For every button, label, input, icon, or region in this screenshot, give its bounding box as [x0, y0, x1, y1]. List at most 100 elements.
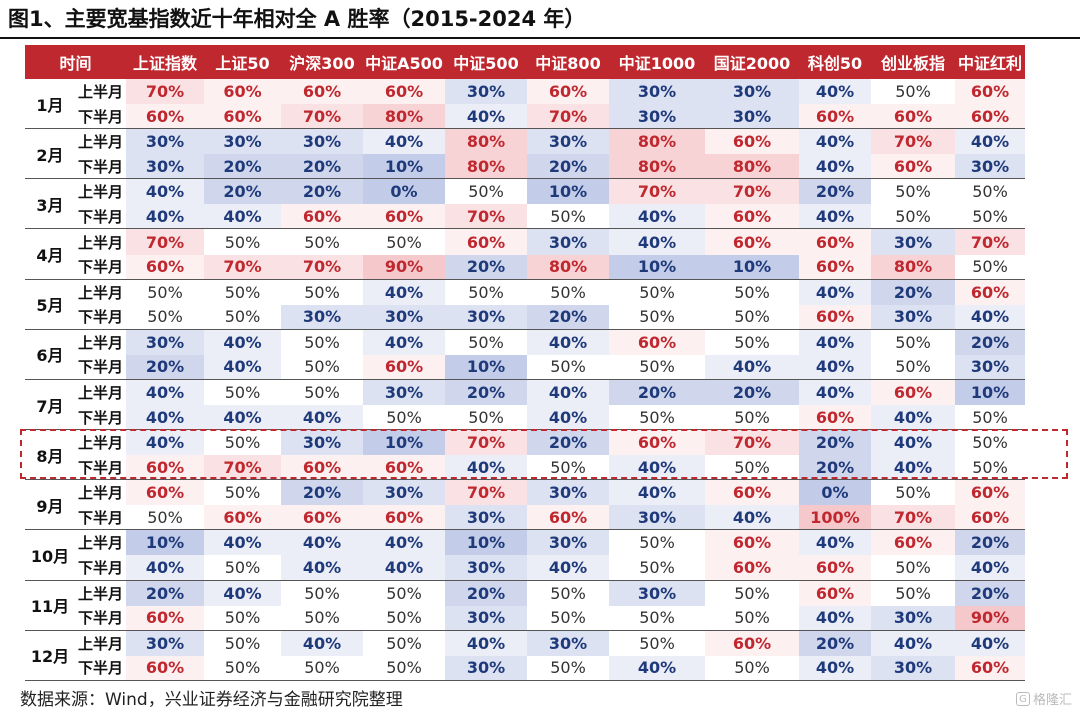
win-rate-cell: 60% — [955, 480, 1025, 506]
win-rate-cell: 50% — [363, 605, 445, 631]
win-rate-cell: 40% — [527, 379, 609, 406]
first-half-label: 上半月 — [75, 630, 126, 656]
win-rate-cell: 50% — [871, 179, 955, 205]
win-rate-cell: 60% — [705, 530, 799, 556]
win-rate-cell: 50% — [126, 279, 204, 305]
win-rate-cell: 80% — [445, 154, 527, 180]
win-rate-cell: 50% — [204, 379, 281, 406]
win-rate-cell: 40% — [126, 405, 204, 431]
header-column: 中证1000 — [609, 45, 705, 79]
win-rate-cell: 50% — [204, 655, 281, 681]
win-rate-cell: 50% — [955, 179, 1025, 205]
win-rate-cell: 40% — [204, 580, 281, 606]
win-rate-cell: 20% — [445, 580, 527, 606]
win-rate-cell: 50% — [445, 329, 527, 355]
win-rate-cell: 10% — [609, 254, 705, 280]
win-rate-cell: 40% — [799, 79, 871, 105]
win-rate-cell: 40% — [609, 204, 705, 230]
win-rate-cell: 20% — [281, 154, 363, 180]
win-rate-cell: 50% — [527, 279, 609, 305]
win-rate-cell: 40% — [871, 455, 955, 481]
first-half-label: 上半月 — [75, 329, 126, 355]
win-rate-cell: 50% — [281, 329, 363, 355]
win-rate-cell: 40% — [527, 555, 609, 581]
win-rate-cell: 50% — [445, 405, 527, 431]
win-rate-cell: 60% — [955, 505, 1025, 531]
win-rate-cell: 70% — [871, 129, 955, 155]
win-rate-cell: 50% — [609, 630, 705, 656]
second-half-label: 下半月 — [75, 405, 126, 431]
win-rate-cell: 50% — [204, 630, 281, 656]
second-half-label: 下半月 — [75, 505, 126, 531]
win-rate-cell: 50% — [204, 229, 281, 255]
win-rate-cell: 20% — [955, 580, 1025, 606]
source-note: 数据来源：Wind，兴业证券经济与金融研究院整理 — [20, 690, 403, 710]
month-label: 11月 — [25, 580, 75, 631]
win-rate-cell: 60% — [204, 104, 281, 130]
win-rate-cell: 40% — [126, 555, 204, 581]
month-label: 6月 — [25, 329, 75, 380]
win-rate-cell: 30% — [955, 354, 1025, 380]
win-rate-cell: 50% — [363, 630, 445, 656]
first-half-label: 上半月 — [75, 530, 126, 556]
win-rate-cell: 60% — [871, 104, 955, 130]
win-rate-cell: 40% — [204, 354, 281, 380]
win-rate-cell: 70% — [204, 455, 281, 481]
win-rate-cell: 20% — [281, 480, 363, 506]
win-rate-cell: 50% — [609, 555, 705, 581]
win-rate-cell: 40% — [126, 379, 204, 406]
win-rate-cell: 50% — [705, 279, 799, 305]
first-half-label: 上半月 — [75, 430, 126, 456]
watermark-text: 格隆汇 — [1032, 693, 1072, 708]
win-rate-cell: 40% — [705, 505, 799, 531]
win-rate-cell: 30% — [126, 154, 204, 180]
win-rate-cell: 40% — [799, 129, 871, 155]
win-rate-cell: 30% — [609, 104, 705, 130]
win-rate-cell: 10% — [445, 354, 527, 380]
win-rate-cell: 60% — [363, 455, 445, 481]
header-column: 中证红利 — [955, 45, 1025, 79]
second-half-label: 下半月 — [75, 655, 126, 681]
win-rate-cell: 60% — [445, 229, 527, 255]
win-rate-cell: 30% — [871, 655, 955, 681]
win-rate-cell: 40% — [281, 630, 363, 656]
header-column: 科创50 — [799, 45, 871, 79]
win-rate-cell: 10% — [126, 530, 204, 556]
win-rate-cell: 30% — [871, 605, 955, 631]
win-rate-cell: 90% — [363, 254, 445, 280]
win-rate-cell: 40% — [609, 480, 705, 506]
win-rate-cell: 20% — [799, 430, 871, 456]
win-rate-cell: 60% — [705, 204, 799, 230]
win-rate-cell: 60% — [126, 104, 204, 130]
win-rate-cell: 30% — [871, 229, 955, 255]
win-rate-cell: 50% — [363, 580, 445, 606]
win-rate-cell: 50% — [609, 405, 705, 431]
win-rate-cell: 40% — [281, 555, 363, 581]
win-rate-cell: 10% — [527, 179, 609, 205]
win-rate-cell: 20% — [955, 329, 1025, 355]
win-rate-cell: 60% — [363, 204, 445, 230]
win-rate-cell: 40% — [363, 329, 445, 355]
win-rate-cell: 70% — [445, 430, 527, 456]
win-rate-cell: 60% — [527, 79, 609, 105]
win-rate-cell: 20% — [799, 630, 871, 656]
win-rate-cell: 20% — [445, 379, 527, 406]
month-label: 9月 — [25, 480, 75, 531]
win-rate-cell: 60% — [126, 254, 204, 280]
win-rate-cell: 40% — [363, 530, 445, 556]
win-rate-cell: 40% — [204, 530, 281, 556]
win-rate-cell: 20% — [204, 179, 281, 205]
win-rate-cell: 30% — [527, 530, 609, 556]
win-rate-cell: 30% — [705, 79, 799, 105]
win-rate-cell: 60% — [871, 530, 955, 556]
win-rate-cell: 40% — [705, 354, 799, 380]
win-rate-cell: 20% — [609, 379, 705, 406]
win-rate-cell: 40% — [363, 279, 445, 305]
win-rate-cell: 20% — [527, 430, 609, 456]
month-label: 5月 — [25, 279, 75, 330]
win-rate-cell: 40% — [955, 304, 1025, 330]
month-label: 12月 — [25, 630, 75, 681]
win-rate-cell: 60% — [609, 430, 705, 456]
win-rate-cell: 60% — [363, 505, 445, 531]
win-rate-cell: 60% — [204, 505, 281, 531]
